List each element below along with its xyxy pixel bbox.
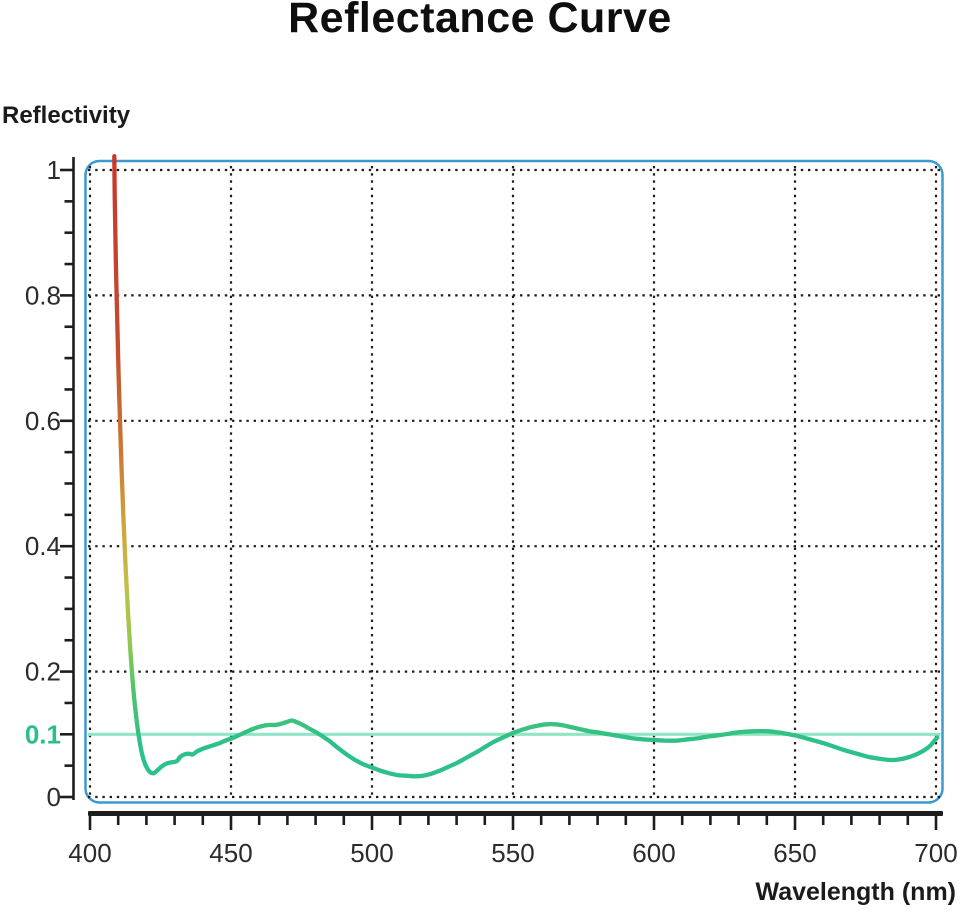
x-tick-label: 500 [350, 838, 393, 868]
y-tick-label: 0.2 [25, 657, 61, 687]
x-axis-line [88, 811, 943, 816]
x-tick-label: 700 [914, 838, 957, 868]
y-tick-label: 0.6 [25, 406, 61, 436]
x-tick-label: 650 [773, 838, 816, 868]
chart-title: Reflectance Curve [288, 0, 672, 42]
plot-border [84, 159, 944, 804]
y-tick-label: 0.8 [25, 280, 61, 310]
y-axis-title: Reflectivity [2, 102, 131, 129]
reflectance-curve [112, 154, 940, 779]
x-tick-label: 450 [209, 838, 252, 868]
x-axis-title: Wavelength (nm) [755, 878, 956, 906]
y-tick-label: 0 [47, 782, 61, 812]
x-tick-label: 600 [632, 838, 675, 868]
x-tick-label: 550 [491, 838, 534, 868]
y-tick-label-ref: 0.1 [25, 719, 61, 749]
y-tick-label: 0.4 [25, 531, 61, 561]
y-tick-label: 1 [47, 155, 61, 185]
x-tick-label: 400 [68, 838, 111, 868]
